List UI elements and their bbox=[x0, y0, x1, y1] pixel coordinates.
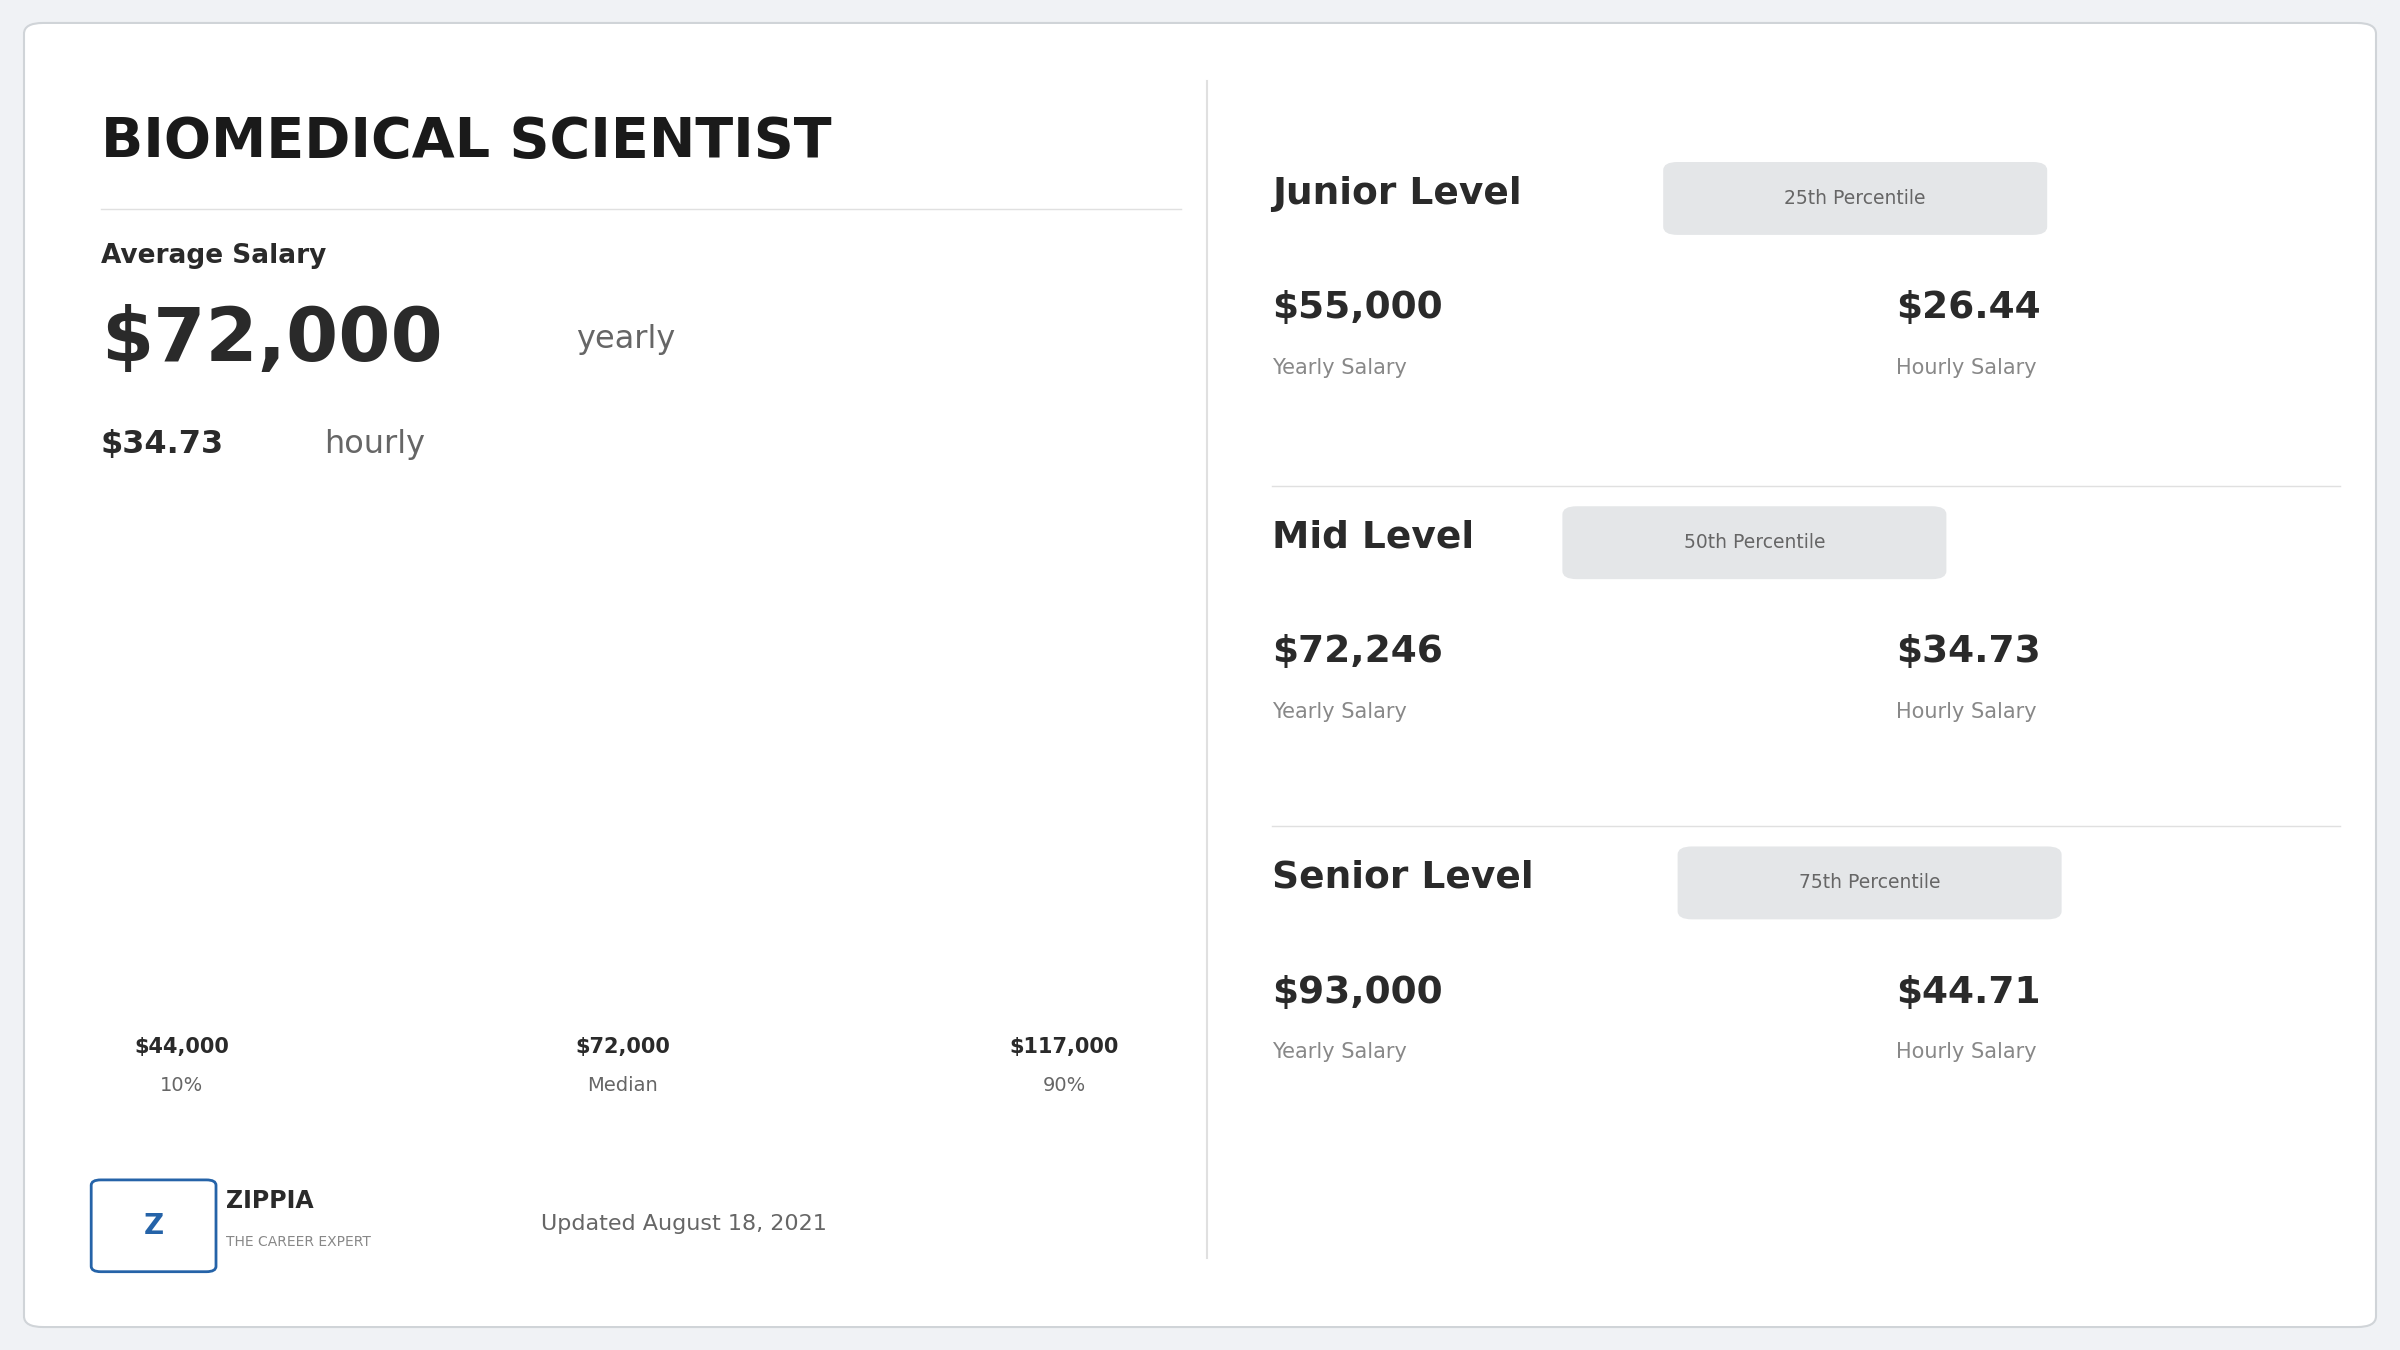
Bar bbox=[422, 595, 528, 1019]
Text: $34.73: $34.73 bbox=[101, 429, 223, 460]
Text: Hourly Salary: Hourly Salary bbox=[1896, 702, 2038, 722]
Text: 75th Percentile: 75th Percentile bbox=[1800, 873, 1939, 892]
Bar bbox=[276, 670, 382, 1019]
Bar bbox=[718, 697, 823, 1019]
Text: Yearly Salary: Yearly Salary bbox=[1272, 1042, 1406, 1062]
Text: $72,000: $72,000 bbox=[576, 1037, 670, 1057]
Text: hourly: hourly bbox=[324, 429, 425, 460]
Text: $117,000: $117,000 bbox=[1010, 1037, 1118, 1057]
Text: Yearly Salary: Yearly Salary bbox=[1272, 702, 1406, 722]
Text: THE CAREER EXPERT: THE CAREER EXPERT bbox=[226, 1235, 370, 1249]
Text: Hourly Salary: Hourly Salary bbox=[1896, 1042, 2038, 1062]
Bar bbox=[130, 782, 235, 1019]
Text: Z: Z bbox=[144, 1212, 163, 1239]
Text: Average Salary: Average Salary bbox=[101, 243, 326, 269]
Text: 10%: 10% bbox=[161, 1076, 204, 1095]
Bar bbox=[864, 771, 970, 1019]
Text: Yearly Salary: Yearly Salary bbox=[1272, 358, 1406, 378]
Text: Hourly Salary: Hourly Salary bbox=[1896, 358, 2038, 378]
Text: yearly: yearly bbox=[576, 324, 674, 355]
Text: Updated August 18, 2021: Updated August 18, 2021 bbox=[540, 1215, 828, 1234]
Text: $44.71: $44.71 bbox=[1896, 975, 2040, 1011]
Text: $72,246: $72,246 bbox=[1272, 634, 1442, 671]
Text: $26.44: $26.44 bbox=[1896, 290, 2040, 327]
Text: $72,000: $72,000 bbox=[101, 304, 442, 377]
Text: $34.73: $34.73 bbox=[1896, 634, 2040, 671]
Bar bbox=[569, 613, 677, 1019]
Text: Median: Median bbox=[588, 1076, 658, 1095]
Text: 25th Percentile: 25th Percentile bbox=[1786, 189, 1925, 208]
Text: ZIPPIA: ZIPPIA bbox=[226, 1189, 314, 1214]
Text: 90%: 90% bbox=[1042, 1076, 1085, 1095]
Text: 50th Percentile: 50th Percentile bbox=[1685, 533, 1824, 552]
Text: $93,000: $93,000 bbox=[1272, 975, 1442, 1011]
Text: BIOMEDICAL SCIENTIST: BIOMEDICAL SCIENTIST bbox=[101, 115, 830, 169]
Text: Junior Level: Junior Level bbox=[1272, 176, 1522, 212]
Text: Mid Level: Mid Level bbox=[1272, 520, 1474, 556]
Text: Senior Level: Senior Level bbox=[1272, 860, 1534, 896]
Text: $55,000: $55,000 bbox=[1272, 290, 1442, 327]
Text: $44,000: $44,000 bbox=[134, 1037, 228, 1057]
Bar bbox=[1010, 805, 1116, 1019]
